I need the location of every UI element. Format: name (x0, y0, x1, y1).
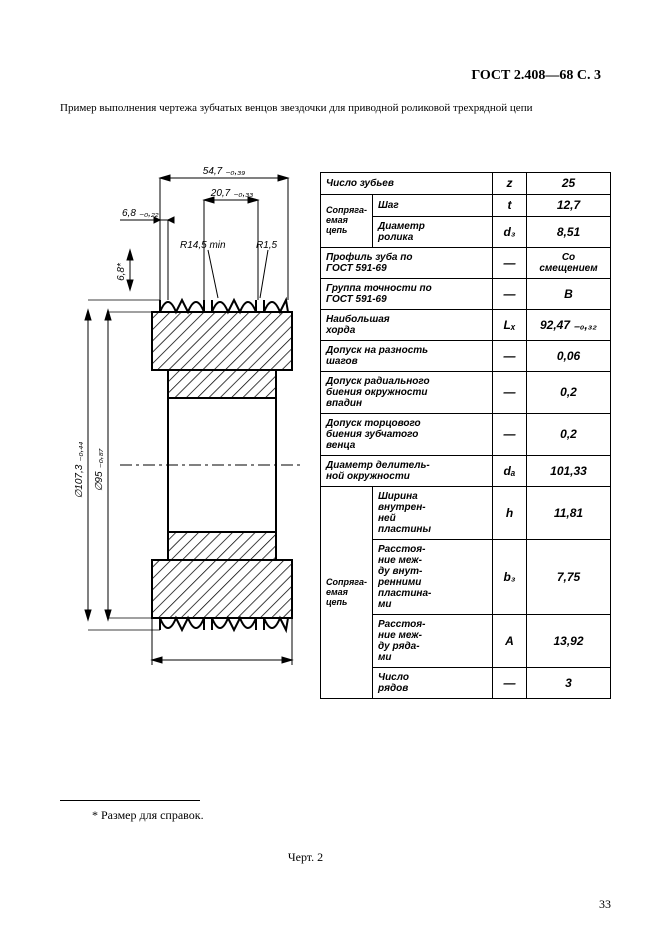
table-row: Число зубьев z 25 (321, 173, 611, 195)
table-row: Сопряга- емая цепь Шаг t 12,7 (321, 195, 611, 217)
footnote: * Размер для справок. (92, 808, 204, 823)
table-row: Диаметр делитель- ной окружности dₐ 101,… (321, 456, 611, 487)
parameter-table-wrap: Число зубьев z 25 Сопряга- емая цепь Шаг… (320, 150, 611, 740)
table-row: Допуск торцового биения зубчатого венца … (321, 414, 611, 456)
table-row: Профиль зуба по ГОСТ 591-69 — Со смещени… (321, 248, 611, 279)
sprocket-svg: ∅107,3 ₋₀,₄₄ ∅95 ₋₀,₈₇ (60, 150, 320, 740)
caption: Пример выполнения чертежа зубчатых венцо… (60, 102, 611, 114)
table-row: Допуск на разность шагов — 0,06 (321, 341, 611, 372)
footnote-rule (60, 800, 200, 801)
page: ГОСТ 2.408—68 С. 3 Пример выполнения чер… (0, 0, 661, 936)
dim-d3: 6,8 ₋₀,₂₂ (122, 208, 159, 219)
table-row: Сопряга- емая цепь Ширина внутрен- ней п… (321, 487, 611, 540)
figure-label: Черт. 2 (0, 850, 611, 865)
page-number: 33 (599, 897, 611, 912)
content: ∅107,3 ₋₀,₄₄ ∅95 ₋₀,₈₇ (60, 150, 611, 740)
technical-drawing: ∅107,3 ₋₀,₄₄ ∅95 ₋₀,₈₇ (60, 150, 320, 740)
dim-d4: 6,8* (116, 262, 127, 281)
table-row: Группа точности по ГОСТ 591-69 — В (321, 279, 611, 310)
table-row: Допуск радиального биения окружности впа… (321, 372, 611, 414)
dim-r1: R14,5 min (180, 240, 226, 251)
gost-header: ГОСТ 2.408—68 С. 3 (471, 68, 601, 84)
dim-phi-inner: ∅95 ₋₀,₈₇ (94, 448, 105, 491)
dim-r2: R1,5 (256, 240, 278, 251)
table-row: Наибольшая хорда Lₓ 92,47 ₋₀,₃₂ (321, 310, 611, 341)
dim-d1: 54,7 ₋₀,₃₉ (203, 166, 245, 177)
dim-d2: 20,7 ₋₀,₃₃ (210, 188, 253, 199)
parameter-table: Число зубьев z 25 Сопряга- емая цепь Шаг… (320, 172, 611, 699)
dim-phi-outer: ∅107,3 ₋₀,₄₄ (74, 442, 85, 499)
